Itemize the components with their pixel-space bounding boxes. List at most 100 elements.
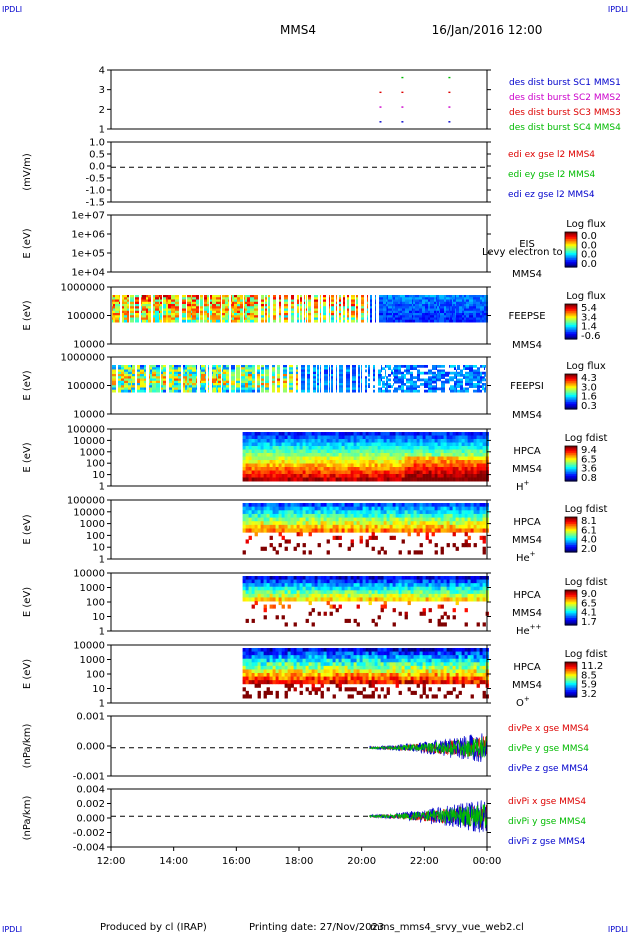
spectrogram-cell (268, 299, 270, 303)
spectrogram-cell (148, 319, 151, 323)
spectrogram-cell (251, 528, 255, 533)
spectrogram-cell (343, 299, 345, 303)
spectrogram-cell (437, 510, 441, 515)
spectrogram-cell (244, 301, 245, 305)
spectrogram-cell (434, 315, 436, 318)
spectrogram-cell (434, 304, 436, 307)
spectrogram-cell (434, 460, 438, 464)
spectrogram-cell (395, 442, 399, 447)
spectrogram-cell (374, 506, 378, 511)
spectrogram-cell (222, 378, 223, 382)
spectrogram-cell (389, 449, 393, 454)
spectrogram-cell (208, 374, 209, 377)
spectrogram-cell (265, 374, 269, 377)
spectrogram-cell (245, 503, 249, 508)
spectrogram-cell (341, 597, 345, 602)
spectrogram-cell (210, 308, 212, 312)
spectrogram-cell (261, 371, 264, 375)
colorbar-swatch (565, 374, 577, 377)
spectrogram-cell (425, 297, 428, 300)
spectrogram-cell (431, 467, 435, 471)
spectrogram-cell (163, 376, 166, 379)
spectrogram-cell (347, 474, 351, 478)
spectrogram-cell (220, 297, 221, 300)
spectrogram-cell (323, 474, 327, 478)
spectrogram-cell (482, 524, 486, 529)
spectrogram-cell (422, 435, 426, 440)
spectrogram-cell (272, 477, 276, 482)
spectrogram-cell (415, 308, 419, 312)
spectrogram-cell (293, 576, 297, 581)
spectrogram-cell (386, 446, 390, 450)
spectrogram-cell (352, 365, 356, 368)
spectrogram-cell (393, 378, 394, 382)
spectrogram-cell (392, 456, 396, 461)
y-tick-label: 10000 (73, 507, 105, 518)
spectrogram-cell (283, 385, 287, 388)
spectrogram-cell (476, 439, 480, 443)
spectrogram-cell (479, 510, 483, 515)
spectrogram-cell (247, 306, 250, 309)
spectrogram-cell (299, 517, 303, 522)
spectrogram-cell (407, 446, 411, 450)
spectrogram-cell (237, 304, 240, 307)
spectrogram-cell (473, 374, 477, 377)
spectrogram-cell (344, 597, 348, 602)
spectrogram-cell (231, 367, 235, 370)
spectrogram-cell (410, 432, 414, 436)
spectrogram-cell (272, 513, 276, 519)
spectrogram-cell (290, 474, 294, 478)
spectrogram-cell (171, 299, 175, 303)
spectrogram-cell (395, 308, 398, 312)
spectrogram-cell (137, 383, 140, 386)
spectrogram-cell (231, 301, 232, 305)
spectrogram-cell (216, 317, 220, 321)
spectrogram-cell (263, 576, 267, 581)
spectrogram-cell (450, 315, 452, 318)
spectrogram-cell (432, 376, 436, 379)
spectrogram-cell (428, 506, 432, 511)
spectrogram-cell (431, 521, 435, 526)
spectrogram-cell (398, 376, 401, 379)
spectrogram-cell (362, 528, 366, 533)
spectrogram-cell (371, 456, 375, 461)
spectrogram-cell (404, 474, 408, 478)
spectrogram-cell (284, 590, 288, 595)
spectrogram-cell (401, 439, 405, 443)
spectrogram-cell (350, 470, 354, 475)
spectrogram-cell (388, 310, 392, 314)
spectrogram-cell (428, 477, 432, 482)
spectrogram-cell (480, 317, 482, 321)
spectrogram-cell (441, 376, 445, 379)
spectrogram-cell (386, 460, 390, 464)
spectrogram-cell (320, 297, 321, 300)
spectrogram-cell (459, 319, 462, 323)
spectrogram-cell (301, 378, 305, 382)
spectrogram-cell (452, 304, 453, 307)
spectrogram-cell (371, 510, 375, 515)
spectrogram-cell (281, 456, 285, 461)
spectrogram-cell (242, 579, 246, 584)
spectrogram-cell (439, 308, 440, 312)
spectrogram-cell (371, 439, 375, 443)
spectrogram-cell (308, 317, 311, 321)
spectrogram-cell (470, 435, 474, 440)
spectrogram-cell (269, 590, 273, 595)
spectrogram-cell (207, 306, 209, 309)
spectrogram-cell (453, 297, 455, 300)
spectrogram-cell (373, 374, 375, 377)
spectrogram-cell (470, 442, 474, 447)
spectrogram-cell (444, 297, 446, 300)
spectrogram-cell (323, 583, 327, 588)
spectrogram-cell (115, 297, 119, 300)
spectrogram-cell (207, 295, 209, 298)
spectrogram-cell (443, 442, 447, 447)
spectrogram-cell (443, 453, 447, 457)
spectrogram-cell (304, 295, 305, 298)
spectrogram-cell (268, 304, 270, 307)
spectrogram-cell (149, 374, 150, 377)
spectrogram-cell (161, 369, 163, 373)
spectrogram-cell (455, 506, 459, 511)
panel-frame (110, 141, 488, 203)
spectrogram-cell (317, 586, 321, 591)
